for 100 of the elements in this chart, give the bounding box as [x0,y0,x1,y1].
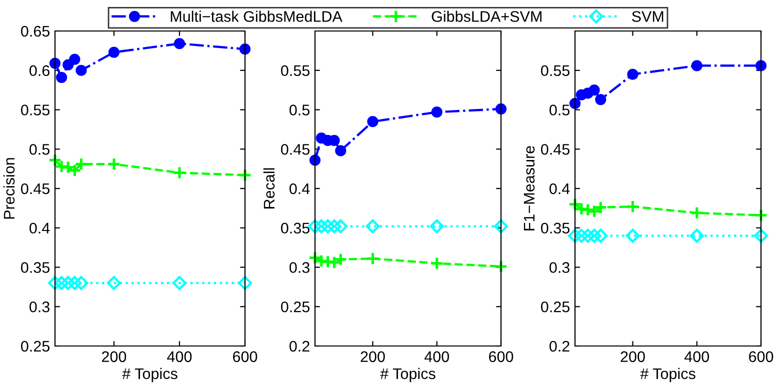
x-tick-label: 200 [360,351,385,362]
legend-label: GibbsLDA+SVM [432,10,542,22]
y-tick-label: 0.3 [30,301,50,312]
y-tick-label: 0.5 [30,144,50,155]
point [327,219,342,234]
y-tick-label: 0.55 [281,65,310,76]
y-tick-label: 0.5 [550,104,570,116]
point [335,145,346,156]
point [690,206,704,220]
y-tick-label: 0.25 [21,340,50,352]
legend-label: Multi−task GibbsMedLDA [170,10,342,22]
y-tick-label: 0.35 [541,222,570,234]
point [239,44,251,55]
y-tick-label: 0.5 [290,104,310,116]
point [754,228,768,243]
point [174,38,186,50]
x-tick-label: 400 [167,351,192,362]
point [626,200,640,214]
y-axis-title: Precision [3,158,15,219]
y-tick-label: 0.2 [550,340,570,352]
point [74,276,88,290]
point [568,228,582,243]
point [587,228,602,243]
point [574,202,588,216]
y-tick-label: 0.45 [21,183,50,194]
y-tick-label: 0.35 [21,262,50,273]
point [366,219,380,234]
point [49,58,61,69]
point [494,260,508,274]
point [431,106,442,118]
y-tick-label: 0.35 [281,222,310,234]
y-tick-label: 0.4 [550,183,570,194]
point [494,219,508,234]
point [48,276,62,290]
point [172,276,186,290]
y-tick-label: 0.4 [290,183,310,194]
legend-label: SVM [632,11,664,22]
point [56,72,68,84]
y-tick-label: 0.2 [290,340,310,352]
point [367,116,378,128]
point [334,219,348,234]
point [569,98,581,110]
point [68,276,82,290]
point [106,276,121,290]
y-tick-label: 0.3 [290,262,310,273]
x-tick-label: 600 [749,351,774,362]
point [76,64,87,76]
point [69,54,80,65]
point [172,166,186,180]
x-tick-label: 400 [684,351,710,362]
x-axis-title: # Topics [640,368,696,382]
point [48,153,62,167]
y-tick-label: 0.4 [30,222,50,234]
point [626,228,640,243]
point [366,252,380,266]
y-tick-label: 0.6 [30,65,50,76]
y-tick-label: 0.55 [21,104,50,116]
point [581,202,595,217]
point [754,208,768,222]
x-tick-label: 600 [233,351,258,362]
point [238,168,252,182]
point [580,228,595,243]
point [314,254,328,268]
point [595,94,606,106]
point [430,256,444,270]
point [308,250,322,265]
y-tick-label: 0.45 [281,144,310,155]
point [54,160,68,174]
point [108,46,120,58]
y-axis-title: Recall [263,168,275,208]
x-tick-label: 600 [489,351,514,362]
point [574,228,588,243]
y-tick-label: 0.3 [550,262,570,273]
point [691,60,702,72]
x-tick-label: 200 [620,351,645,362]
point [594,228,608,243]
y-tick-label: 0.55 [541,65,570,76]
point [314,219,328,234]
x-axis-title: # Topics [380,368,436,382]
point [238,276,252,290]
x-tick-label: 200 [102,351,126,362]
point [54,276,69,290]
y-tick-label: 0.65 [21,26,50,37]
point [107,157,121,171]
point [690,228,704,243]
y-tick-label: 0.25 [541,301,570,312]
y-tick-label: 0.45 [541,144,570,155]
point [430,219,444,234]
point [61,276,76,290]
point [755,60,767,72]
point [61,160,75,174]
point [627,68,638,80]
y-axis-title: F1−Measure [524,146,535,230]
x-axis-title: # Topics [122,368,178,382]
y-tick-label: 0.25 [281,301,310,312]
point [588,84,600,96]
point [320,219,335,234]
point [568,197,582,212]
point [495,103,507,115]
point [321,254,335,269]
